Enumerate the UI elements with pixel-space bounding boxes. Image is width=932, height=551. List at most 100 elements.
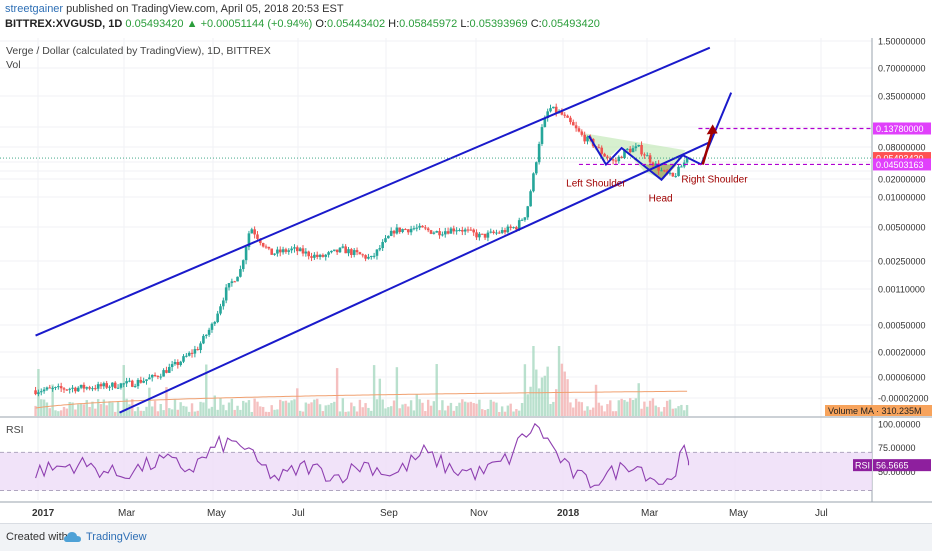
volume-bar (370, 410, 373, 416)
candle-body (549, 108, 552, 112)
candle-body (236, 276, 239, 282)
candle-body (102, 383, 106, 387)
price-tick-label: 1.50000000 (878, 38, 926, 47)
candle-body (680, 166, 683, 168)
volume-bar (108, 401, 111, 416)
volume-bar (62, 406, 66, 416)
candle-body (128, 380, 131, 382)
volume-bar (395, 367, 399, 416)
candle-body (111, 382, 114, 387)
candle-body (170, 364, 174, 368)
candle-body (597, 147, 601, 149)
candle-body (125, 381, 128, 384)
candle-body (139, 379, 143, 383)
candle-body (424, 227, 427, 229)
volume-bar (148, 387, 151, 416)
volume-bar (261, 406, 265, 416)
rsi-name-label: RSI (855, 461, 870, 471)
candle-body (367, 256, 370, 259)
candle-body (631, 148, 635, 153)
candle-body (421, 225, 424, 228)
candle-body (540, 127, 544, 144)
candle-body (91, 388, 94, 390)
candle-body (202, 335, 205, 344)
volume-bar (574, 398, 578, 416)
candle-body (560, 111, 564, 115)
volume-bar (355, 411, 359, 416)
volume-bar (321, 411, 325, 416)
candle-body (671, 172, 675, 177)
volume-bar (446, 405, 450, 416)
volume-bar (472, 403, 475, 416)
volume-bar (267, 411, 271, 416)
volume-bar (119, 411, 123, 416)
candle-body (193, 349, 197, 354)
candle-body (643, 154, 646, 156)
candle-body (583, 134, 586, 142)
volume-ma-label-bg (825, 405, 932, 416)
candle-body (199, 343, 202, 351)
volume-bar (335, 368, 339, 416)
candle-body (54, 387, 57, 389)
volume-bar (512, 411, 515, 416)
candle-body (48, 387, 52, 389)
price-chart[interactable]: Left Shoulder Head Right Shoulder 1.5000000… (0, 38, 932, 523)
candle-body (429, 230, 433, 234)
tradingview-brand-link[interactable]: TradingView (86, 531, 147, 543)
candle-body (313, 254, 316, 258)
candle-body (45, 387, 49, 390)
volume-bar (99, 404, 103, 416)
candle-body (94, 388, 97, 390)
candle-body (105, 383, 108, 388)
volume-bar (202, 402, 205, 416)
volume-bar (82, 404, 86, 416)
volume-bar (481, 409, 484, 416)
candle-body (463, 229, 467, 232)
candle-body (623, 149, 626, 159)
candle-body (315, 254, 319, 257)
candle-body (264, 246, 268, 248)
candle-body (580, 131, 584, 135)
volume-bar (384, 408, 387, 416)
candle-body (119, 383, 123, 388)
candle-body (626, 148, 629, 150)
candle-body (412, 228, 416, 230)
chart-area[interactable]: Left Shoulder Head Right Shoulder 1.5000000… (0, 38, 932, 523)
candle-body (372, 255, 376, 257)
candle-body (71, 387, 74, 389)
candle-body (517, 220, 521, 230)
volume-bar (634, 398, 638, 416)
volume-bar (207, 408, 211, 416)
candle-body (657, 163, 660, 171)
candle-body (318, 254, 322, 257)
candle-body (677, 166, 680, 177)
candle-body (375, 249, 379, 256)
volume-bar (646, 406, 649, 416)
volume-bar (429, 405, 433, 416)
author-link[interactable]: streetgainer (5, 3, 64, 15)
ohlc-line: BITTREX:XVGUSD, 1D 0.05493420 ▲ +0.00051… (5, 18, 600, 30)
candle-body (65, 389, 69, 391)
volume-bar (276, 409, 279, 416)
candle-body (219, 306, 222, 314)
candle-body (532, 173, 535, 192)
candle-body (68, 388, 72, 390)
volume-bar (170, 409, 174, 416)
candle-body (478, 233, 481, 238)
candle-body (469, 229, 473, 231)
volume-bar (577, 401, 581, 416)
volume-bar (657, 407, 660, 416)
candle-body (34, 390, 37, 395)
candle-body (250, 229, 254, 234)
open-value: 0.05443402 (326, 18, 386, 30)
candle-body (645, 155, 649, 157)
target-arrow (701, 130, 714, 165)
volume-bar (665, 400, 669, 416)
candle-body (182, 356, 185, 362)
candle-body (108, 386, 111, 388)
rsi-title: RSI (6, 424, 24, 436)
volume-bar (378, 378, 382, 416)
volume-bar (500, 406, 504, 416)
volume-bar (176, 409, 180, 416)
volume-label: Vol (6, 59, 21, 71)
